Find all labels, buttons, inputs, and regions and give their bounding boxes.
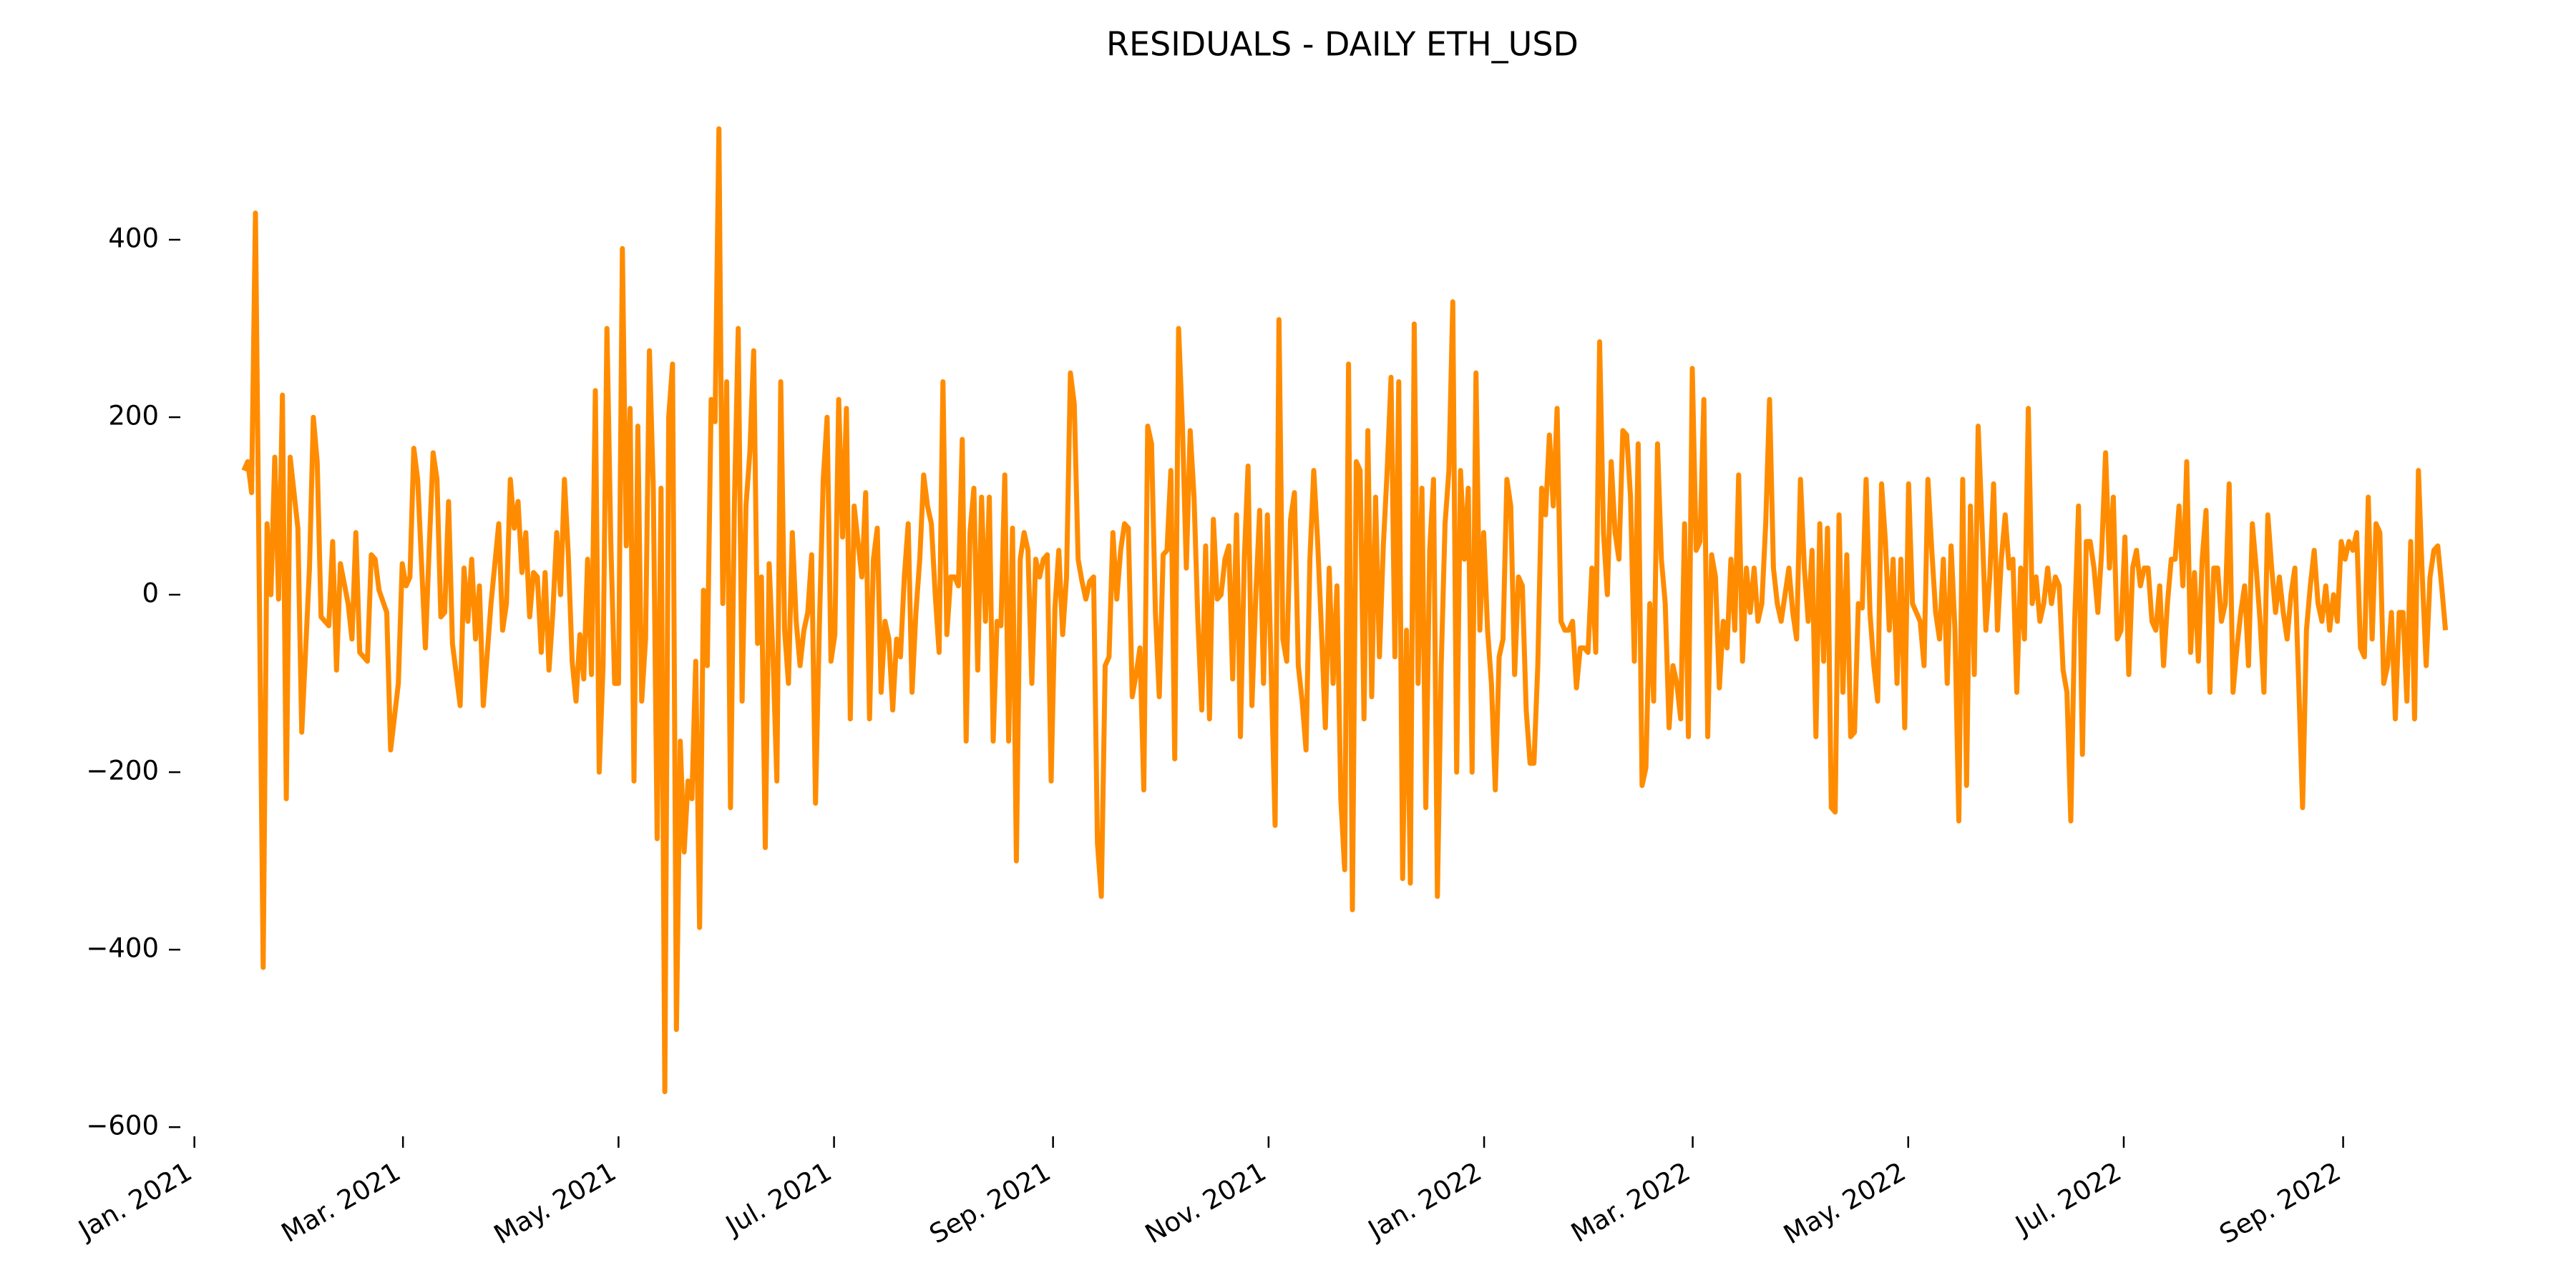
x-tick-label: Mar. 2021	[276, 1156, 406, 1249]
x-tick-label: Jan. 2021	[72, 1156, 197, 1246]
x-tick-label: Jul. 2022	[2009, 1156, 2127, 1241]
x-tick-label: Sep. 2022	[2215, 1156, 2346, 1250]
y-tick-label: 0	[142, 578, 159, 609]
y-tick-label: 200	[108, 401, 159, 431]
chart-title: RESIDUALS - DAILY ETH_USD	[1106, 25, 1579, 64]
y-tick-label: −400	[86, 933, 159, 964]
x-tick-label: Jan. 2022	[1362, 1156, 1487, 1246]
x-tick-label: May. 2022	[1778, 1156, 1911, 1251]
x-tick-label: Sep. 2021	[924, 1156, 1056, 1250]
x-tick-label: May. 2021	[489, 1156, 621, 1251]
line-series	[241, 126, 2449, 1095]
y-tick-label: 400	[108, 223, 159, 254]
x-tick-label: Nov. 2021	[1140, 1156, 1271, 1250]
x-tick-label: Mar. 2022	[1566, 1156, 1695, 1249]
y-tick-label: −200	[86, 756, 159, 786]
x-tick-label: Jul. 2021	[720, 1156, 837, 1241]
y-tick-label: −600	[86, 1111, 159, 1141]
